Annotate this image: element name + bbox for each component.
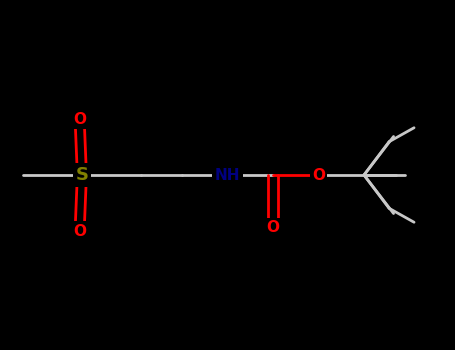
Text: O: O [267,220,279,235]
Text: O: O [73,112,86,126]
Text: O: O [73,224,86,238]
Text: O: O [312,168,325,182]
Text: NH: NH [215,168,240,182]
Text: S: S [76,166,88,184]
